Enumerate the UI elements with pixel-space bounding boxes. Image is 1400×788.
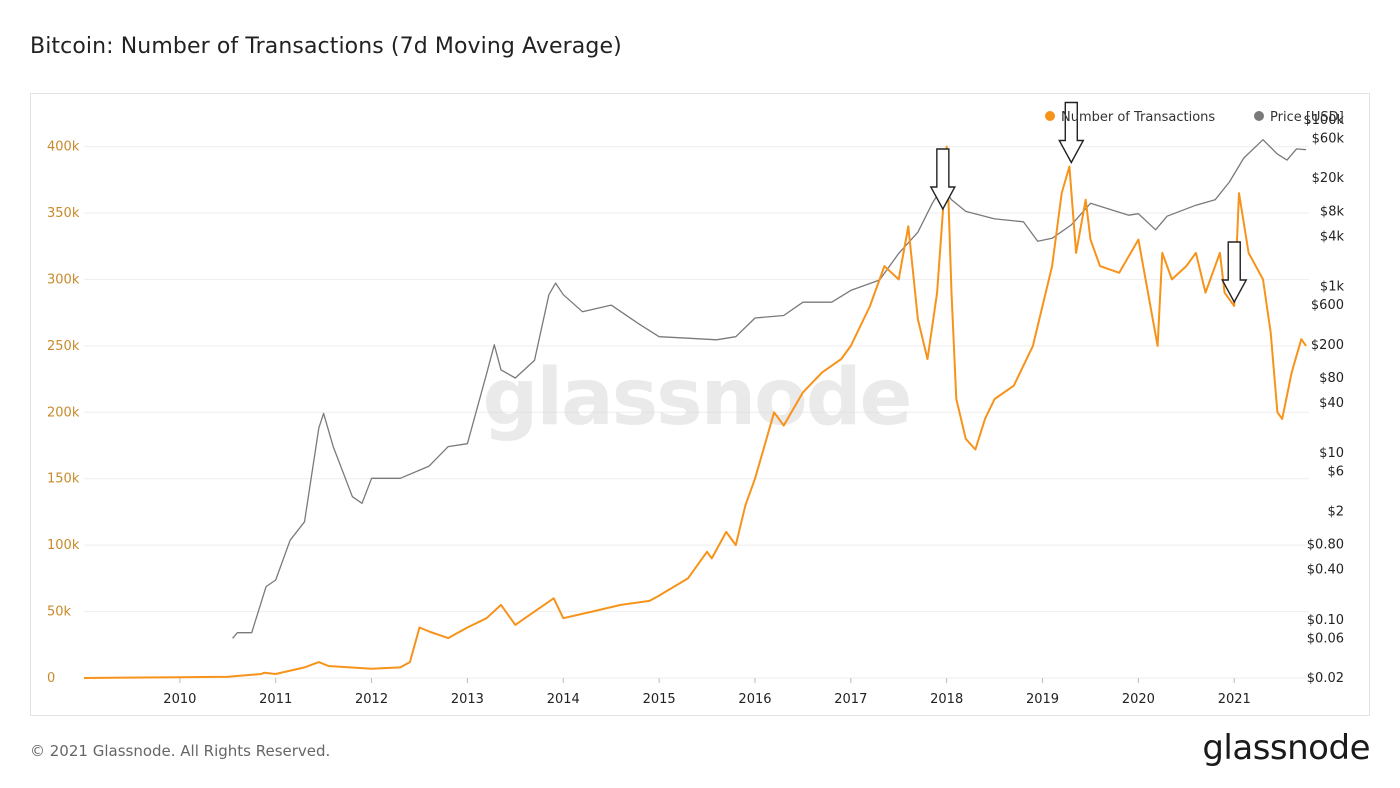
price-series-line xyxy=(232,139,1307,639)
y-right-tick-label: $80 xyxy=(1319,371,1344,386)
legend-label: Price [USD] xyxy=(1270,110,1344,125)
x-tick-label: 2017 xyxy=(834,692,867,707)
y-right-tick-label: $0.40 xyxy=(1307,563,1344,578)
y-right-tick-label: $600 xyxy=(1311,298,1344,313)
y-right-tick-label: $8k xyxy=(1320,204,1345,219)
x-tick-label: 2012 xyxy=(355,692,388,707)
annotation-arrow xyxy=(1221,241,1248,304)
y-left-tick-label: 250k xyxy=(47,339,80,354)
x-tick-label: 2021 xyxy=(1218,692,1251,707)
chart-frame: glassnode 0 50k 100k 150k 200k 250k 300k 350k 400… xyxy=(30,93,1370,716)
y-right-tick-label: $40 xyxy=(1319,396,1344,411)
copyright-text: © 2021 Glassnode. All Rights Reserved. xyxy=(30,742,331,760)
legend-swatch xyxy=(1254,111,1264,121)
brand-logo: glassnode xyxy=(1202,728,1370,768)
y-right-tick-label: $2 xyxy=(1327,504,1344,519)
x-tick-label: 2014 xyxy=(547,692,580,707)
chart-svg: glassnode 0 50k 100k 150k 200k 250k 300k 350k 400… xyxy=(47,101,1345,707)
y-left-tick-label: 0 xyxy=(47,671,55,686)
y-left-tick-label: 150k xyxy=(47,472,80,487)
x-tick-label: 2019 xyxy=(1026,692,1059,707)
x-tick-label: 2011 xyxy=(259,692,292,707)
y-left-tick-label: 100k xyxy=(47,538,80,553)
legend-swatch xyxy=(1045,111,1055,121)
legend-label: Number of Transactions xyxy=(1061,110,1215,125)
y-right-tick-label: $0.02 xyxy=(1307,671,1344,686)
y-left-tick-label: 400k xyxy=(47,140,80,155)
y-right-tick-label: $0.80 xyxy=(1307,538,1344,553)
x-tick-label: 2010 xyxy=(163,692,196,707)
y-left-tick-label: 350k xyxy=(47,206,80,221)
y-left-tick-label: 200k xyxy=(47,405,80,420)
x-tick-label: 2015 xyxy=(643,692,676,707)
y-right-tick-label: $60k xyxy=(1312,131,1345,146)
y-left-tick-label: 300k xyxy=(47,272,80,287)
x-tick-label: 2018 xyxy=(930,692,963,707)
annotation-arrow xyxy=(929,148,957,211)
y-right-tick-label: $100k xyxy=(1303,113,1344,128)
x-tick-label: 2013 xyxy=(451,692,484,707)
annotation-arrow xyxy=(1058,101,1085,164)
y-right-tick-label: $200 xyxy=(1311,338,1344,353)
y-right-tick-label: $4k xyxy=(1320,229,1345,244)
watermark-text: glassnode xyxy=(483,353,911,443)
y-right-tick-label: $20k xyxy=(1312,171,1345,186)
y-right-tick-label: $0.10 xyxy=(1307,613,1344,628)
y-right-tick-label: $10 xyxy=(1319,446,1344,461)
transactions-series-line xyxy=(83,145,1307,679)
y-right-tick-label: $0.06 xyxy=(1307,631,1344,646)
x-tick-label: 2016 xyxy=(738,692,771,707)
y-left-tick-label: 50k xyxy=(47,605,72,620)
y-right-tick-label: $1k xyxy=(1320,280,1345,295)
y-right-tick-label: $6 xyxy=(1327,465,1344,480)
x-tick-label: 2020 xyxy=(1122,692,1155,707)
chart-title: Bitcoin: Number of Transactions (7d Movi… xyxy=(30,34,622,59)
